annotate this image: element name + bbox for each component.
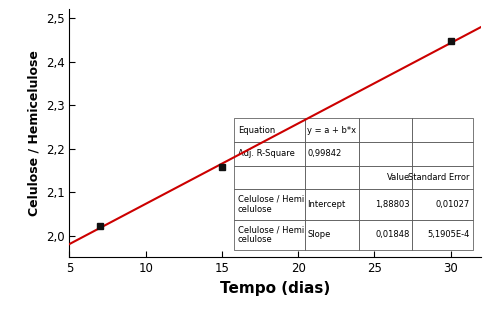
Y-axis label: Celulose / Hemicelulose: Celulose / Hemicelulose [27, 50, 40, 216]
X-axis label: Tempo (dias): Tempo (dias) [220, 281, 330, 296]
